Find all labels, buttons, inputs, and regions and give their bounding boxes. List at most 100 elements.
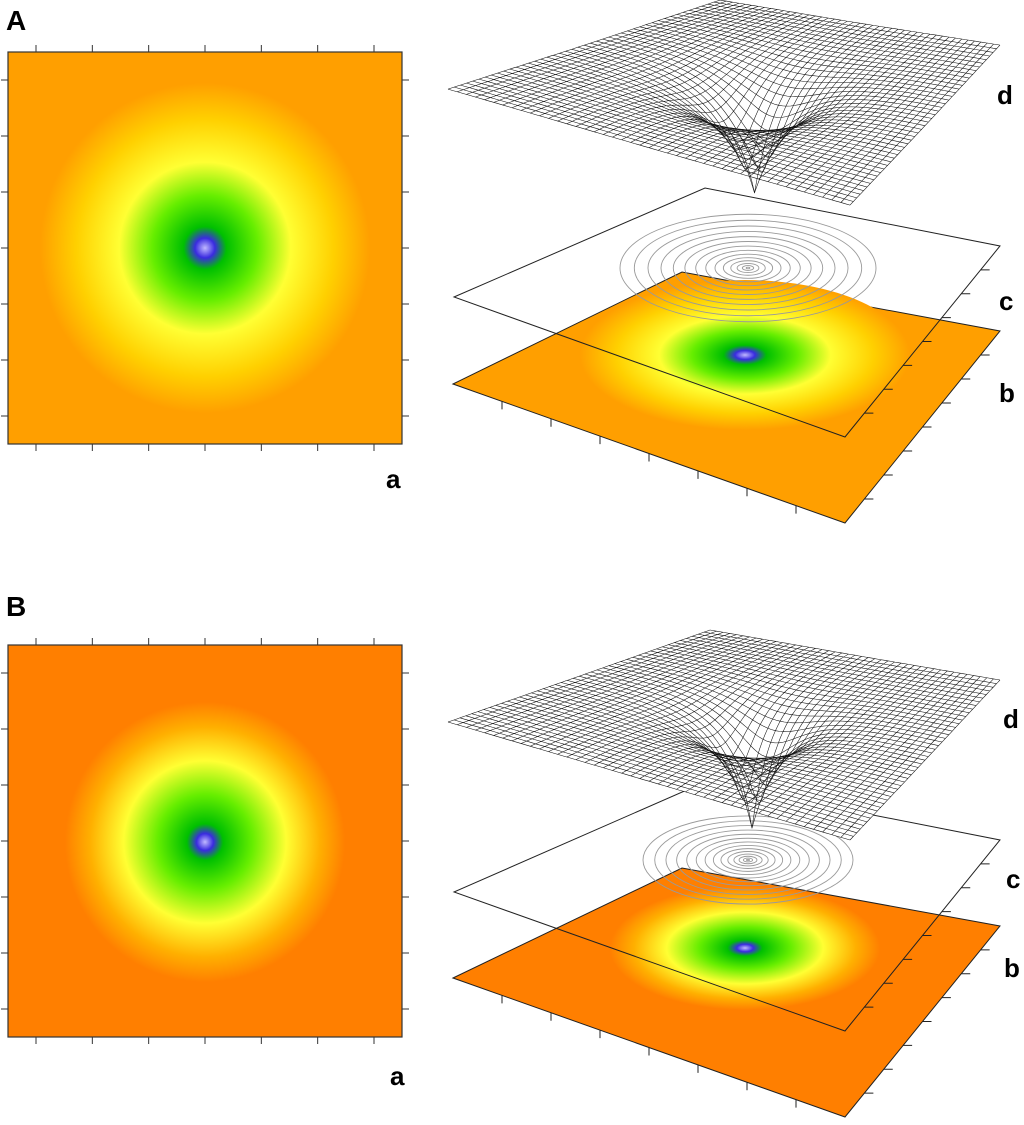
mesh-line bbox=[721, 663, 908, 803]
mesh-line bbox=[602, 38, 936, 132]
contour-line bbox=[695, 837, 801, 883]
mesh-line bbox=[795, 672, 961, 825]
colormap-label-A: b bbox=[999, 378, 1015, 408]
mesh-line bbox=[698, 633, 994, 688]
mesh-line bbox=[596, 40, 932, 148]
mesh-line bbox=[707, 3, 994, 53]
heatmap-A: a bbox=[1, 45, 409, 494]
mesh-line bbox=[831, 677, 987, 835]
mesh-line bbox=[776, 36, 950, 185]
mesh-line bbox=[676, 658, 875, 790]
contour-line bbox=[730, 260, 766, 276]
contour-line bbox=[633, 219, 863, 317]
contour-line bbox=[695, 245, 801, 291]
panel-label-B: B bbox=[6, 591, 26, 622]
surface-label-B: d bbox=[1003, 704, 1019, 734]
heatmap-B-well bbox=[65, 702, 345, 982]
mesh-line bbox=[840, 678, 994, 838]
mesh-line bbox=[667, 657, 869, 787]
contour-plane-B-frame bbox=[452, 781, 1001, 1032]
contour-line bbox=[741, 265, 755, 271]
contour-plane-B-contours bbox=[642, 815, 854, 905]
mesh-line bbox=[703, 28, 899, 164]
mesh-line bbox=[614, 663, 946, 739]
mesh-line bbox=[626, 659, 953, 732]
mesh-line bbox=[712, 662, 902, 801]
mesh-line bbox=[648, 654, 856, 829]
mesh-line bbox=[645, 24, 960, 90]
mesh-line bbox=[719, 0, 1001, 46]
surface-B-plane bbox=[448, 630, 1000, 840]
contour-line bbox=[720, 848, 776, 872]
mesh-line bbox=[584, 673, 929, 799]
contour-line bbox=[665, 825, 831, 895]
contour-line bbox=[745, 266, 751, 270]
heatmap-A-well bbox=[40, 83, 370, 413]
mesh-line bbox=[713, 1, 997, 49]
mesh-line bbox=[721, 30, 912, 169]
mesh-line bbox=[657, 656, 862, 804]
panel-A: A a d bbox=[1, 0, 1015, 524]
mesh-line bbox=[638, 654, 960, 725]
mesh-line bbox=[632, 657, 956, 728]
contour-line bbox=[684, 241, 812, 295]
mesh-line bbox=[657, 23, 867, 173]
surface-B bbox=[447, 629, 1001, 841]
mesh-line bbox=[703, 631, 997, 684]
surface-A-plane bbox=[448, 0, 1000, 205]
heatmap-B-label: a bbox=[390, 1061, 405, 1091]
contour-line bbox=[738, 855, 758, 865]
mesh-line bbox=[621, 32, 946, 105]
mesh-line bbox=[667, 25, 873, 158]
contour-line bbox=[712, 845, 784, 875]
mesh-line bbox=[664, 18, 970, 79]
mesh-line bbox=[608, 665, 943, 743]
contour-plane-A-ticks bbox=[864, 269, 990, 414]
mesh-line bbox=[709, 629, 1001, 681]
contour-line bbox=[642, 815, 854, 905]
surface-A-mesh bbox=[447, 0, 1001, 206]
panel-label-A: A bbox=[6, 5, 26, 36]
heatmap-A-label: a bbox=[386, 464, 401, 494]
mesh-line bbox=[740, 666, 922, 809]
mesh-line bbox=[804, 674, 968, 827]
mesh-line bbox=[633, 28, 953, 97]
mesh-line bbox=[849, 44, 1001, 206]
plot3d-B: d c b bbox=[447, 629, 1020, 1118]
mesh-line bbox=[813, 675, 974, 830]
mesh-line bbox=[596, 669, 936, 758]
mesh-line bbox=[668, 644, 977, 706]
mesh-line bbox=[703, 661, 895, 798]
contour-plane-B bbox=[452, 781, 1001, 1032]
surface-B-mesh bbox=[447, 629, 1001, 841]
mesh-line bbox=[651, 22, 963, 86]
mesh-line bbox=[785, 671, 955, 822]
mesh-line bbox=[813, 40, 975, 195]
mesh-line bbox=[648, 22, 861, 193]
mesh-line bbox=[680, 640, 984, 699]
mesh-line bbox=[689, 10, 984, 64]
mesh-line bbox=[650, 650, 966, 717]
mesh-line bbox=[676, 26, 880, 156]
mesh-line bbox=[749, 667, 928, 811]
mesh-line bbox=[822, 676, 981, 833]
contour-line bbox=[727, 851, 769, 869]
mesh-line bbox=[731, 31, 918, 172]
mesh-line bbox=[749, 33, 931, 177]
contour-line bbox=[746, 858, 750, 862]
heatmap-A-ticks bbox=[1, 45, 409, 451]
colormap-plane-A-ticks bbox=[501, 354, 990, 514]
mesh-line bbox=[590, 42, 929, 169]
colormap-plane-B-ticks bbox=[501, 949, 990, 1108]
mesh-line bbox=[740, 32, 924, 175]
contour-label-A: c bbox=[999, 286, 1013, 316]
mesh-line bbox=[701, 5, 990, 57]
mesh-line bbox=[831, 42, 988, 201]
contour-line bbox=[736, 262, 760, 274]
contour-plane-B-ticks bbox=[864, 863, 990, 1008]
contour-plane-A-frame bbox=[452, 187, 1001, 438]
contour-line bbox=[686, 833, 810, 887]
contour-label-B: c bbox=[1006, 864, 1020, 894]
mesh-line bbox=[692, 636, 990, 692]
mesh-line bbox=[686, 638, 987, 695]
